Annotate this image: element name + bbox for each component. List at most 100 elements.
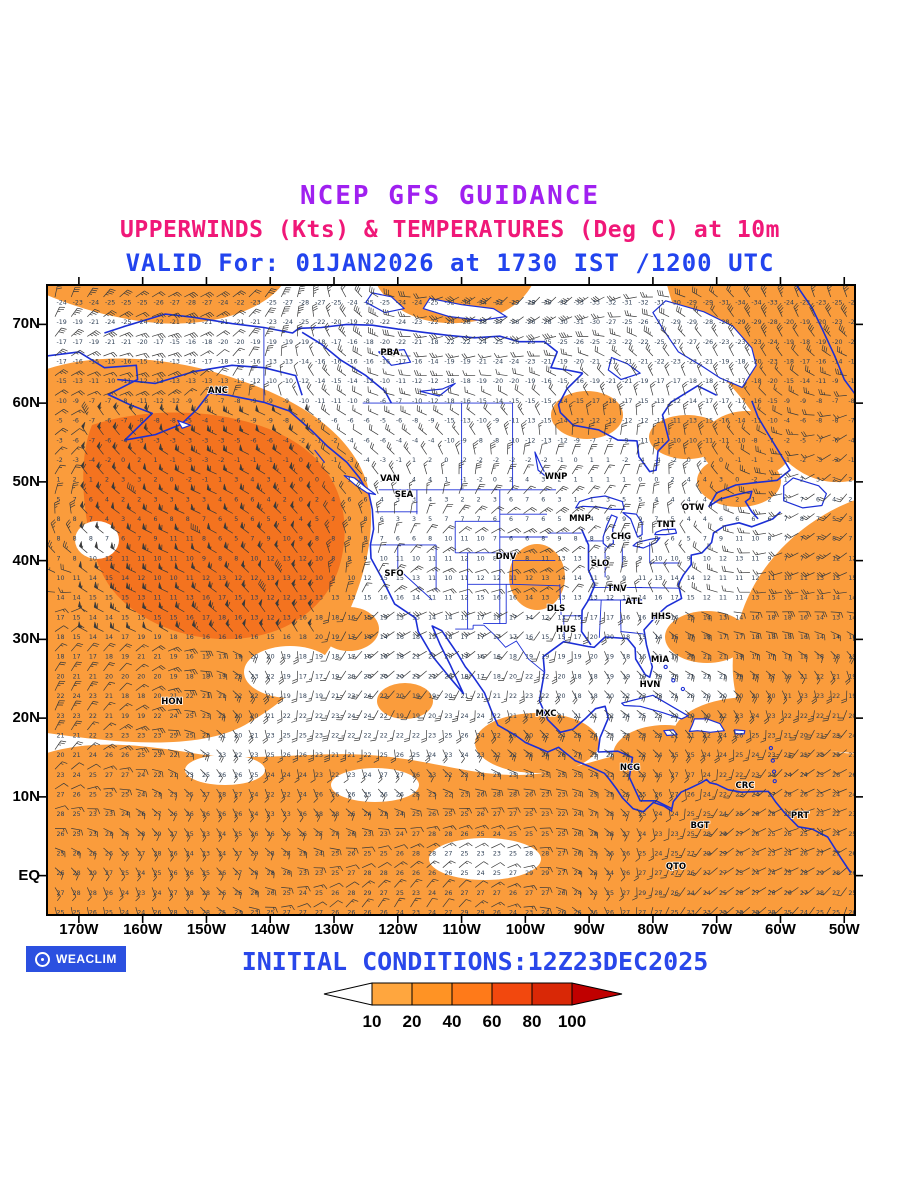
svg-text:26: 26 bbox=[525, 792, 533, 799]
svg-text:17: 17 bbox=[606, 614, 614, 621]
svg-text:-18: -18 bbox=[751, 378, 761, 385]
svg-text:7: 7 bbox=[461, 516, 465, 523]
svg-text:26: 26 bbox=[299, 831, 307, 838]
svg-text:-7: -7 bbox=[816, 437, 822, 444]
svg-text:24: 24 bbox=[703, 890, 711, 897]
station-label: HVN bbox=[640, 680, 661, 690]
svg-text:-25: -25 bbox=[848, 319, 858, 326]
svg-text:4: 4 bbox=[380, 496, 384, 503]
svg-text:-10: -10 bbox=[105, 378, 115, 385]
svg-text:21: 21 bbox=[461, 693, 469, 700]
svg-text:-19: -19 bbox=[816, 339, 826, 346]
svg-text:-27: -27 bbox=[315, 300, 325, 307]
svg-text:22: 22 bbox=[234, 693, 242, 700]
svg-text:-14: -14 bbox=[186, 359, 196, 366]
svg-text:1: 1 bbox=[703, 457, 707, 464]
svg-text:24: 24 bbox=[590, 732, 598, 739]
svg-text:7: 7 bbox=[493, 536, 497, 543]
station-label: HHS bbox=[651, 612, 671, 622]
svg-text:25: 25 bbox=[703, 811, 711, 818]
svg-text:-1: -1 bbox=[283, 457, 289, 464]
svg-text:27: 27 bbox=[622, 831, 630, 838]
svg-text:20: 20 bbox=[364, 673, 372, 680]
svg-text:-26: -26 bbox=[525, 319, 535, 326]
svg-text:-13: -13 bbox=[687, 418, 697, 425]
svg-text:26: 26 bbox=[784, 831, 792, 838]
svg-text:24: 24 bbox=[832, 792, 840, 799]
svg-text:24: 24 bbox=[299, 792, 307, 799]
svg-text:-23: -23 bbox=[735, 339, 745, 346]
svg-text:14: 14 bbox=[57, 595, 65, 602]
svg-text:-3: -3 bbox=[186, 457, 192, 464]
svg-text:28: 28 bbox=[73, 890, 81, 897]
svg-text:-8: -8 bbox=[848, 398, 854, 405]
svg-text:14: 14 bbox=[444, 614, 452, 621]
svg-text:15: 15 bbox=[574, 614, 582, 621]
svg-text:26: 26 bbox=[218, 772, 226, 779]
svg-text:-19: -19 bbox=[250, 339, 260, 346]
svg-text:29: 29 bbox=[364, 890, 372, 897]
svg-text:-2: -2 bbox=[105, 457, 111, 464]
svg-text:22: 22 bbox=[315, 713, 323, 720]
svg-text:-16: -16 bbox=[73, 359, 83, 366]
svg-text:3: 3 bbox=[267, 477, 271, 484]
svg-text:-23: -23 bbox=[606, 339, 616, 346]
svg-text:27: 27 bbox=[509, 870, 517, 877]
svg-text:-2: -2 bbox=[331, 437, 337, 444]
svg-text:-12: -12 bbox=[590, 418, 600, 425]
svg-text:-1: -1 bbox=[315, 437, 321, 444]
svg-text:13: 13 bbox=[283, 614, 291, 621]
svg-text:14: 14 bbox=[848, 614, 856, 621]
svg-text:26: 26 bbox=[557, 890, 565, 897]
svg-text:1: 1 bbox=[751, 496, 755, 503]
svg-text:26: 26 bbox=[444, 890, 452, 897]
svg-text:28: 28 bbox=[364, 870, 372, 877]
station-label: MNP bbox=[569, 514, 591, 524]
svg-text:22: 22 bbox=[541, 732, 549, 739]
svg-text:2: 2 bbox=[153, 477, 157, 484]
svg-text:9: 9 bbox=[606, 536, 610, 543]
svg-text:12: 12 bbox=[493, 575, 501, 582]
svg-text:20: 20 bbox=[105, 673, 113, 680]
svg-text:24: 24 bbox=[768, 870, 776, 877]
svg-text:24: 24 bbox=[751, 870, 759, 877]
svg-text:19: 19 bbox=[735, 654, 743, 661]
svg-text:-3: -3 bbox=[202, 457, 208, 464]
svg-text:26: 26 bbox=[347, 792, 355, 799]
lat-label: 70N bbox=[12, 315, 40, 333]
svg-text:22: 22 bbox=[461, 772, 469, 779]
weaclim-icon-dot bbox=[41, 957, 44, 961]
svg-text:8: 8 bbox=[218, 555, 222, 562]
svg-text:25: 25 bbox=[735, 811, 743, 818]
svg-text:14: 14 bbox=[89, 634, 97, 641]
svg-text:19: 19 bbox=[703, 713, 711, 720]
svg-text:7: 7 bbox=[816, 516, 820, 523]
svg-text:-9: -9 bbox=[461, 437, 467, 444]
svg-text:7: 7 bbox=[202, 516, 206, 523]
svg-text:24: 24 bbox=[800, 910, 808, 917]
svg-text:23: 23 bbox=[816, 752, 824, 759]
svg-text:-26: -26 bbox=[638, 319, 648, 326]
svg-text:28: 28 bbox=[768, 811, 776, 818]
svg-text:27: 27 bbox=[153, 811, 161, 818]
svg-text:-31: -31 bbox=[654, 300, 664, 307]
svg-text:29: 29 bbox=[638, 890, 646, 897]
svg-text:12: 12 bbox=[137, 575, 145, 582]
svg-text:29: 29 bbox=[525, 870, 533, 877]
svg-text:1: 1 bbox=[331, 477, 335, 484]
svg-text:18: 18 bbox=[622, 634, 630, 641]
svg-text:25: 25 bbox=[202, 870, 210, 877]
svg-text:23: 23 bbox=[477, 752, 485, 759]
svg-text:18: 18 bbox=[509, 654, 517, 661]
svg-text:12: 12 bbox=[606, 595, 614, 602]
svg-text:8: 8 bbox=[622, 555, 626, 562]
svg-text:27: 27 bbox=[444, 910, 452, 917]
svg-text:24: 24 bbox=[477, 713, 485, 720]
svg-text:24: 24 bbox=[121, 811, 129, 818]
station-label: TNT bbox=[657, 520, 676, 530]
svg-text:6: 6 bbox=[509, 536, 513, 543]
svg-text:26: 26 bbox=[687, 870, 695, 877]
svg-text:14: 14 bbox=[687, 575, 695, 582]
svg-text:2: 2 bbox=[800, 477, 804, 484]
svg-text:-15: -15 bbox=[638, 398, 648, 405]
